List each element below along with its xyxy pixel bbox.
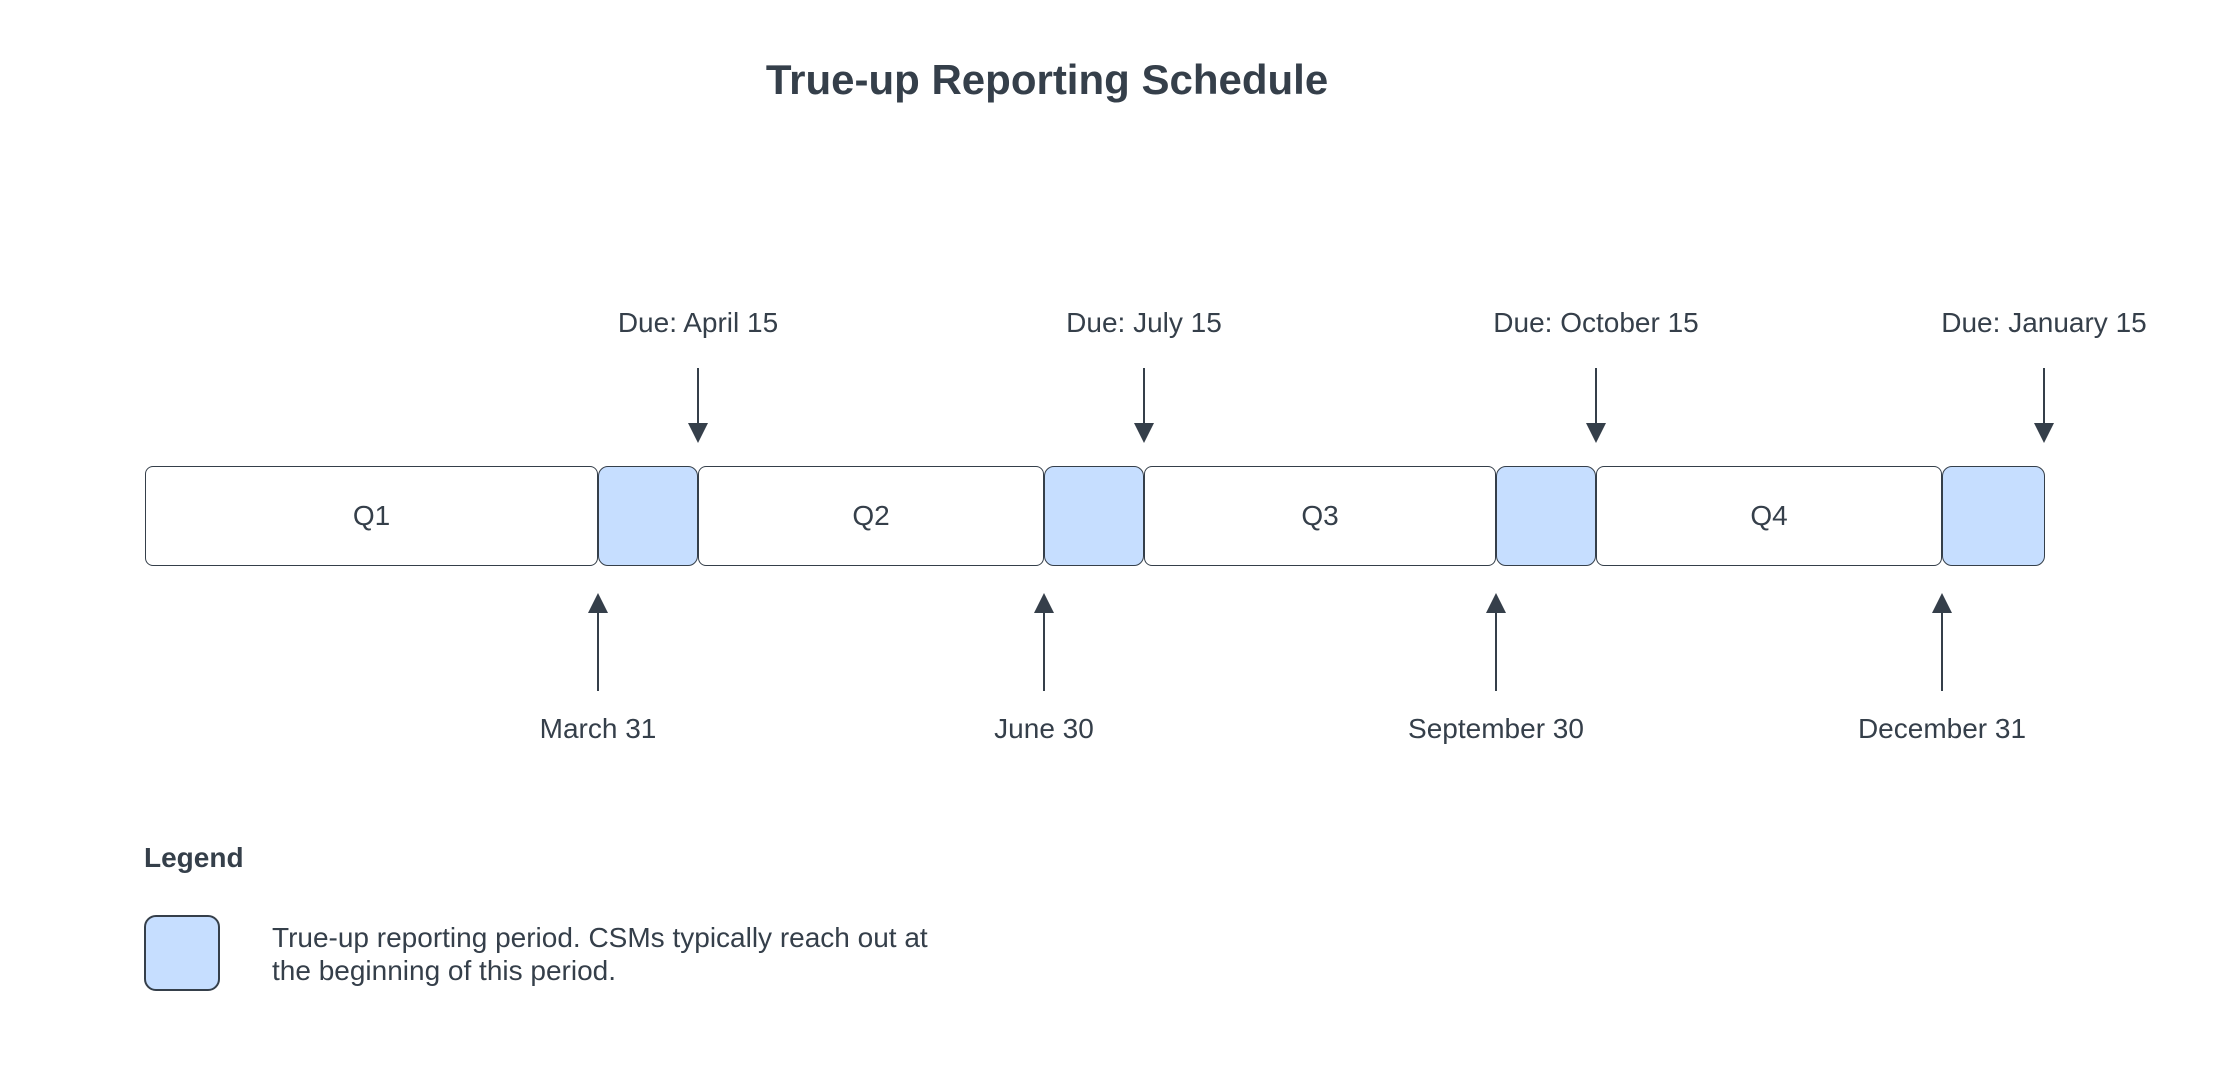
arrow-head xyxy=(1134,423,1154,443)
trueup-period-box-4 xyxy=(1942,466,2045,566)
quarter-box-q2: Q2 xyxy=(698,466,1044,566)
arrow-down-icon xyxy=(1134,368,1154,443)
trueup-period-box-3 xyxy=(1496,466,1596,566)
arrow-stem xyxy=(1143,368,1145,423)
arrow-head xyxy=(1034,593,1054,613)
quarter-box-q4: Q4 xyxy=(1596,466,1942,566)
quarter-box-q3: Q3 xyxy=(1144,466,1496,566)
arrow-head xyxy=(2034,423,2054,443)
legend-description-line-1: True-up reporting period. CSMs typically… xyxy=(272,922,928,953)
quarter-label: Q1 xyxy=(352,500,391,531)
arrow-stem xyxy=(1595,368,1597,423)
due-date-label-q2: Due: July 15 xyxy=(1066,307,1222,338)
arrow-down-icon xyxy=(688,368,708,443)
quarter-end-date-label-q3: September 30 xyxy=(1408,713,1584,744)
diagram-title: True-up Reporting Schedule xyxy=(765,56,1329,103)
due-date-label-q1: Due: April 15 xyxy=(617,307,779,338)
legend-heading: Legend xyxy=(144,842,244,873)
quarter-end-date-label-q2: June 30 xyxy=(994,713,1094,744)
arrow-stem xyxy=(1495,613,1497,691)
arrow-up-icon xyxy=(588,593,608,691)
legend-swatch xyxy=(144,915,220,991)
trueup-period-box-2 xyxy=(1044,466,1144,566)
quarter-label: Q3 xyxy=(1301,500,1339,531)
arrow-head xyxy=(588,593,608,613)
arrow-stem xyxy=(1043,613,1045,691)
due-date-label-q4: Due: January 15 xyxy=(1941,307,2147,338)
arrow-down-icon xyxy=(2034,368,2054,443)
trueup-period-box-1 xyxy=(598,466,698,566)
due-date-label-q3: Due: October 15 xyxy=(1493,307,1699,338)
arrow-stem xyxy=(2043,368,2045,423)
arrow-head xyxy=(1586,423,1606,443)
legend-description-line-2: the beginning of this period. xyxy=(272,955,617,986)
legend-description: True-up reporting period. CSMs typically… xyxy=(272,921,928,987)
quarter-label: Q4 xyxy=(1750,500,1788,531)
quarter-end-date-label-q1: March 31 xyxy=(539,713,657,744)
arrow-down-icon xyxy=(1586,368,1606,443)
quarter-box-q1: Q1 xyxy=(145,466,598,566)
arrow-up-icon xyxy=(1486,593,1506,691)
arrow-head xyxy=(1932,593,1952,613)
arrow-up-icon xyxy=(1932,593,1952,691)
arrow-head xyxy=(1486,593,1506,613)
arrow-head xyxy=(688,423,708,443)
quarter-end-date-label-q4: December 31 xyxy=(1857,713,2027,744)
quarter-label: Q2 xyxy=(852,500,890,531)
arrow-up-icon xyxy=(1034,593,1054,691)
arrow-stem xyxy=(697,368,699,423)
arrow-stem xyxy=(597,613,599,691)
arrow-stem xyxy=(1941,613,1943,691)
